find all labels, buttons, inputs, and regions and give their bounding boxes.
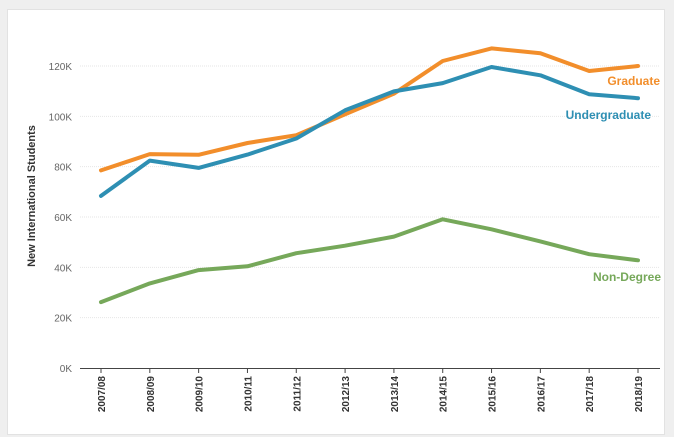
gridlines [80, 65, 660, 319]
series-labels: Graduate Undergraduate Non-Degree [566, 74, 662, 284]
series-label-undergraduate: Undergraduate [566, 108, 652, 122]
x-tick-label: 2012/13 [341, 376, 352, 413]
x-tick-label: 2008/09 [146, 376, 157, 413]
x-tick-label: 2018/19 [634, 376, 645, 413]
x-tick-label: 2013/14 [390, 376, 401, 413]
y-tick-label: 60K [54, 213, 72, 224]
y-tick-label: 20K [54, 314, 72, 325]
y-tick-label: 120K [49, 62, 73, 73]
y-tick-label: 100K [49, 112, 73, 123]
x-tick-label: 2016/17 [536, 376, 547, 413]
y-tick-label: 0K [60, 364, 73, 375]
x-tick-label: 2010/11 [243, 376, 254, 412]
x-tick-label: 2017/18 [585, 376, 596, 413]
series-line-non-degree [99, 217, 640, 305]
y-axis-label: New International Students [26, 125, 38, 267]
x-tick-label: 2007/08 [97, 376, 108, 413]
x-tick-label: 2009/10 [195, 376, 206, 413]
y-tick-label: 80K [54, 163, 72, 174]
series-label-graduate: Graduate [607, 74, 660, 88]
x-tick-label: 2015/16 [488, 376, 499, 413]
series-label-non-degree: Non-Degree [593, 270, 661, 284]
y-tick-label: 40K [54, 263, 72, 274]
axes: 0K 20K 40K 60K 80K 100K 120K 2007/08 2008/09 2009… [49, 62, 660, 412]
series-line-graduate [99, 46, 640, 173]
x-tick-label: 2014/15 [439, 376, 450, 413]
x-tick-label: 2011/12 [292, 376, 303, 412]
series-line-undergraduate [99, 65, 640, 198]
series-lines [99, 46, 640, 305]
